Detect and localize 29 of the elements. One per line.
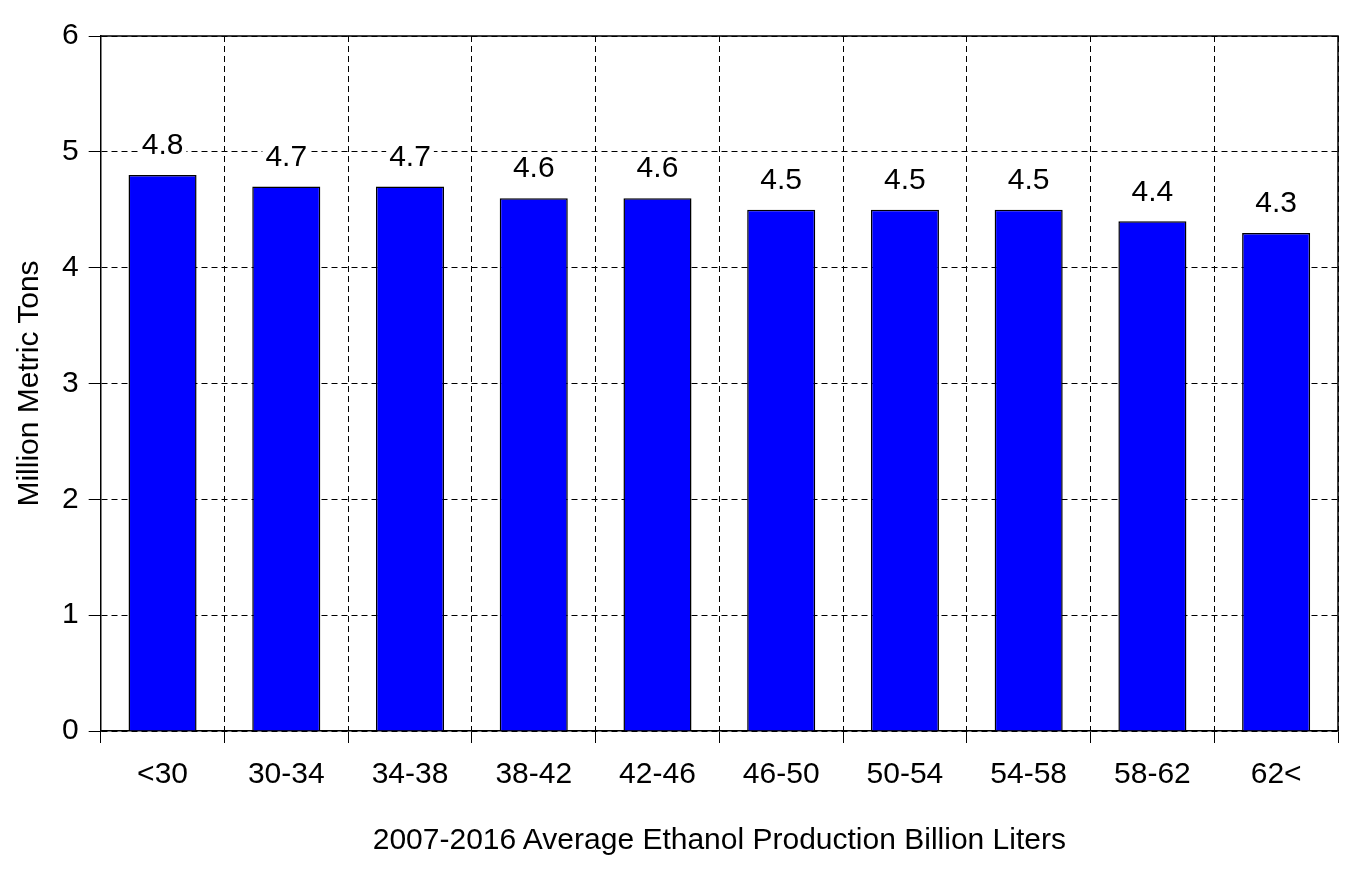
y-tick-label: 2 <box>62 480 79 514</box>
x-tick-label: 54-58 <box>990 756 1068 790</box>
x-tick-label: <30 <box>137 756 188 790</box>
y-tick-label: 4 <box>62 248 79 282</box>
x-tick-label: 50-54 <box>866 756 944 790</box>
x-axis-title: 2007-2016 Average Ethanol Production Billion Liters <box>372 822 1066 856</box>
data-label: 4.6 <box>636 150 679 184</box>
y-tick-label: 5 <box>62 133 79 167</box>
data-label: 4.5 <box>1007 162 1050 196</box>
y-tick-label: 6 <box>62 17 79 51</box>
y-tick-label: 3 <box>62 364 79 398</box>
x-tick-label: 34-38 <box>371 756 449 790</box>
x-tick-label: 58-62 <box>1114 756 1191 790</box>
data-label: 4.5 <box>884 162 926 196</box>
data-label: 4.4 <box>1131 173 1174 207</box>
y-tick-label: 0 <box>62 712 79 746</box>
data-label: 4.8 <box>141 127 184 161</box>
x-tick-label: 42-46 <box>619 756 696 790</box>
data-label: 4.7 <box>265 138 308 172</box>
y-tick-label: 1 <box>62 596 79 630</box>
data-label: 4.6 <box>512 150 555 184</box>
x-tick-label: 38-42 <box>495 756 573 790</box>
x-tick-label: 62< <box>1250 756 1302 790</box>
x-tick-label: 46-50 <box>742 756 820 790</box>
data-label: 4.5 <box>760 162 803 196</box>
data-label: 4.7 <box>389 138 431 172</box>
y-axis-title: Million Metric Tons <box>11 260 45 507</box>
x-tick-label: 30-34 <box>247 756 325 790</box>
data-label: 4.3 <box>1255 185 1297 219</box>
